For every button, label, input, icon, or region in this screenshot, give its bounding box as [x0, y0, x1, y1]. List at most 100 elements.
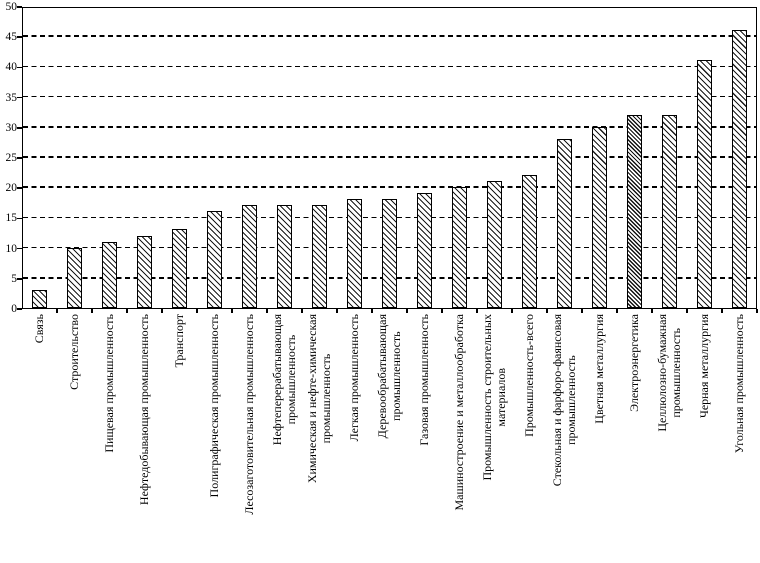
x-tick-mark — [161, 309, 163, 313]
gridline-25 — [23, 156, 756, 158]
bar — [31, 289, 47, 308]
bar — [416, 193, 432, 308]
gridline-40 — [23, 65, 756, 68]
y-tick-label-40: 40 — [5, 61, 18, 74]
x-tick-mark — [686, 309, 688, 313]
bar — [136, 235, 152, 308]
x-label-text: Электроэнергетика — [626, 314, 641, 412]
x-label-11: Деревообрабатывающая промышленность — [372, 314, 407, 560]
y-tick-label-5: 5 — [11, 272, 17, 285]
bar — [556, 138, 572, 308]
x-tick-mark — [231, 309, 233, 313]
x-label-2: Строительство — [57, 314, 92, 560]
x-label-text: Легкая промышленность — [346, 314, 361, 442]
x-tick-mark — [91, 309, 93, 313]
y-tick-mark — [17, 308, 22, 310]
bar — [276, 205, 292, 308]
bar — [101, 241, 117, 308]
x-label-text: Связь — [31, 314, 46, 344]
x-tick-mark — [581, 309, 583, 313]
x-label-21: Угольная промышленность — [722, 314, 757, 560]
x-tick-mark — [126, 309, 128, 313]
x-label-16: Стекольная и фарфоро-фаянсовая промышленн… — [547, 314, 582, 560]
x-label-5: Транспорт — [162, 314, 197, 560]
bar — [451, 187, 467, 308]
x-tick-mark — [336, 309, 338, 313]
x-label-19: Целлюлозно-бумажная промышленность — [652, 314, 687, 560]
y-tick-mark — [17, 6, 22, 8]
x-tick-mark — [721, 309, 723, 313]
gridline-20 — [23, 186, 756, 188]
gridline-35 — [23, 95, 756, 98]
x-tick-mark — [266, 309, 268, 313]
x-label-text: Промышленность строительных материалов — [480, 314, 508, 481]
x-tick-mark — [651, 309, 653, 313]
x-label-4: Нефтедобывающая промышленность — [127, 314, 162, 560]
x-label-text: Машиностроение и металлообработка — [451, 314, 466, 511]
x-tick-mark — [511, 309, 513, 313]
x-label-text: Нефтедобывающая промышленность — [136, 314, 151, 506]
bar — [241, 205, 257, 308]
x-label-3: Пищевая промышленность — [92, 314, 127, 560]
x-label-text: Промышленность-всего — [521, 314, 536, 437]
y-tick-mark — [17, 157, 22, 159]
y-tick-label-45: 45 — [5, 31, 18, 44]
x-label-rotated: Транспорт — [162, 314, 197, 560]
bar — [486, 181, 502, 308]
y-tick-mark — [17, 66, 22, 69]
y-tick-mark — [17, 127, 22, 129]
y-tick-label-30: 30 — [5, 121, 18, 134]
y-tick-mark — [17, 247, 22, 250]
y-tick-label-50: 50 — [5, 1, 18, 13]
x-label-rotated: Машиностроение и металлообработка — [442, 314, 477, 560]
x-label-8: Нефтеперерабатывающая промышленность — [267, 314, 302, 560]
x-label-rotated: Промышленность строительных материалов — [477, 314, 512, 560]
x-label-7: Лесозаготовительная промышленность — [232, 314, 267, 560]
x-label-rotated: Нефтеперерабатывающая промышленность — [267, 314, 302, 560]
bar — [206, 211, 222, 308]
y-tick-label-15: 15 — [5, 212, 18, 225]
x-label-rotated: Связь — [22, 314, 57, 560]
x-tick-mark — [406, 309, 408, 313]
x-tick-mark — [301, 309, 303, 313]
x-label-text: Транспорт — [171, 314, 186, 368]
x-label-text: Полиграфическая промышленность — [206, 314, 221, 498]
x-label-9: Химическая и нефте-химическая промышленно… — [302, 314, 337, 560]
y-tick-mark — [17, 36, 22, 38]
x-label-text: Черная металлургия — [696, 314, 711, 418]
x-label-text: Целлюлозно-бумажная промышленность — [655, 314, 683, 432]
x-label-10: Легкая промышленность — [337, 314, 372, 560]
bar — [381, 199, 397, 308]
x-label-rotated: Стекольная и фарфоро-фаянсовая промышленн… — [547, 314, 582, 560]
x-label-rotated: Деревообрабатывающая промышленность — [372, 314, 407, 560]
x-label-1: Связь — [22, 314, 57, 560]
x-tick-mark — [756, 309, 758, 313]
x-label-text: Цветная металлургия — [591, 314, 606, 424]
x-label-text: Стекольная и фарфоро-фаянсовая промышленн… — [550, 314, 578, 487]
x-label-text: Строительство — [66, 314, 81, 390]
x-label-text: Лесозаготовительная промышленность — [241, 314, 256, 515]
y-tick-label-20: 20 — [5, 182, 18, 195]
x-label-6: Полиграфическая промышленность — [197, 314, 232, 560]
x-label-text: Угольная промышленность — [731, 314, 746, 454]
x-label-14: Промышленность строительных материалов — [477, 314, 512, 560]
x-label-rotated: Черная металлургия — [687, 314, 722, 560]
y-tick-label-35: 35 — [5, 91, 18, 104]
gridline-30 — [23, 126, 756, 128]
x-label-18: Электроэнергетика — [617, 314, 652, 560]
x-label-rotated: Строительство — [57, 314, 92, 560]
x-label-17: Цветная металлургия — [582, 314, 617, 560]
x-label-rotated: Промышленность-всего — [512, 314, 547, 560]
x-label-13: Машиностроение и металлообработка — [442, 314, 477, 560]
bar — [661, 114, 677, 308]
y-tick-mark — [17, 96, 22, 99]
y-tick-label-25: 25 — [5, 152, 18, 164]
y-tick-mark — [17, 217, 22, 220]
bar — [346, 199, 362, 308]
bar — [311, 205, 327, 308]
x-label-rotated: Лесозаготовительная промышленность — [232, 314, 267, 560]
x-tick-mark — [371, 309, 373, 313]
x-tick-mark — [56, 309, 58, 313]
x-label-rotated: Электроэнергетика — [617, 314, 652, 560]
x-tick-mark — [441, 309, 443, 313]
